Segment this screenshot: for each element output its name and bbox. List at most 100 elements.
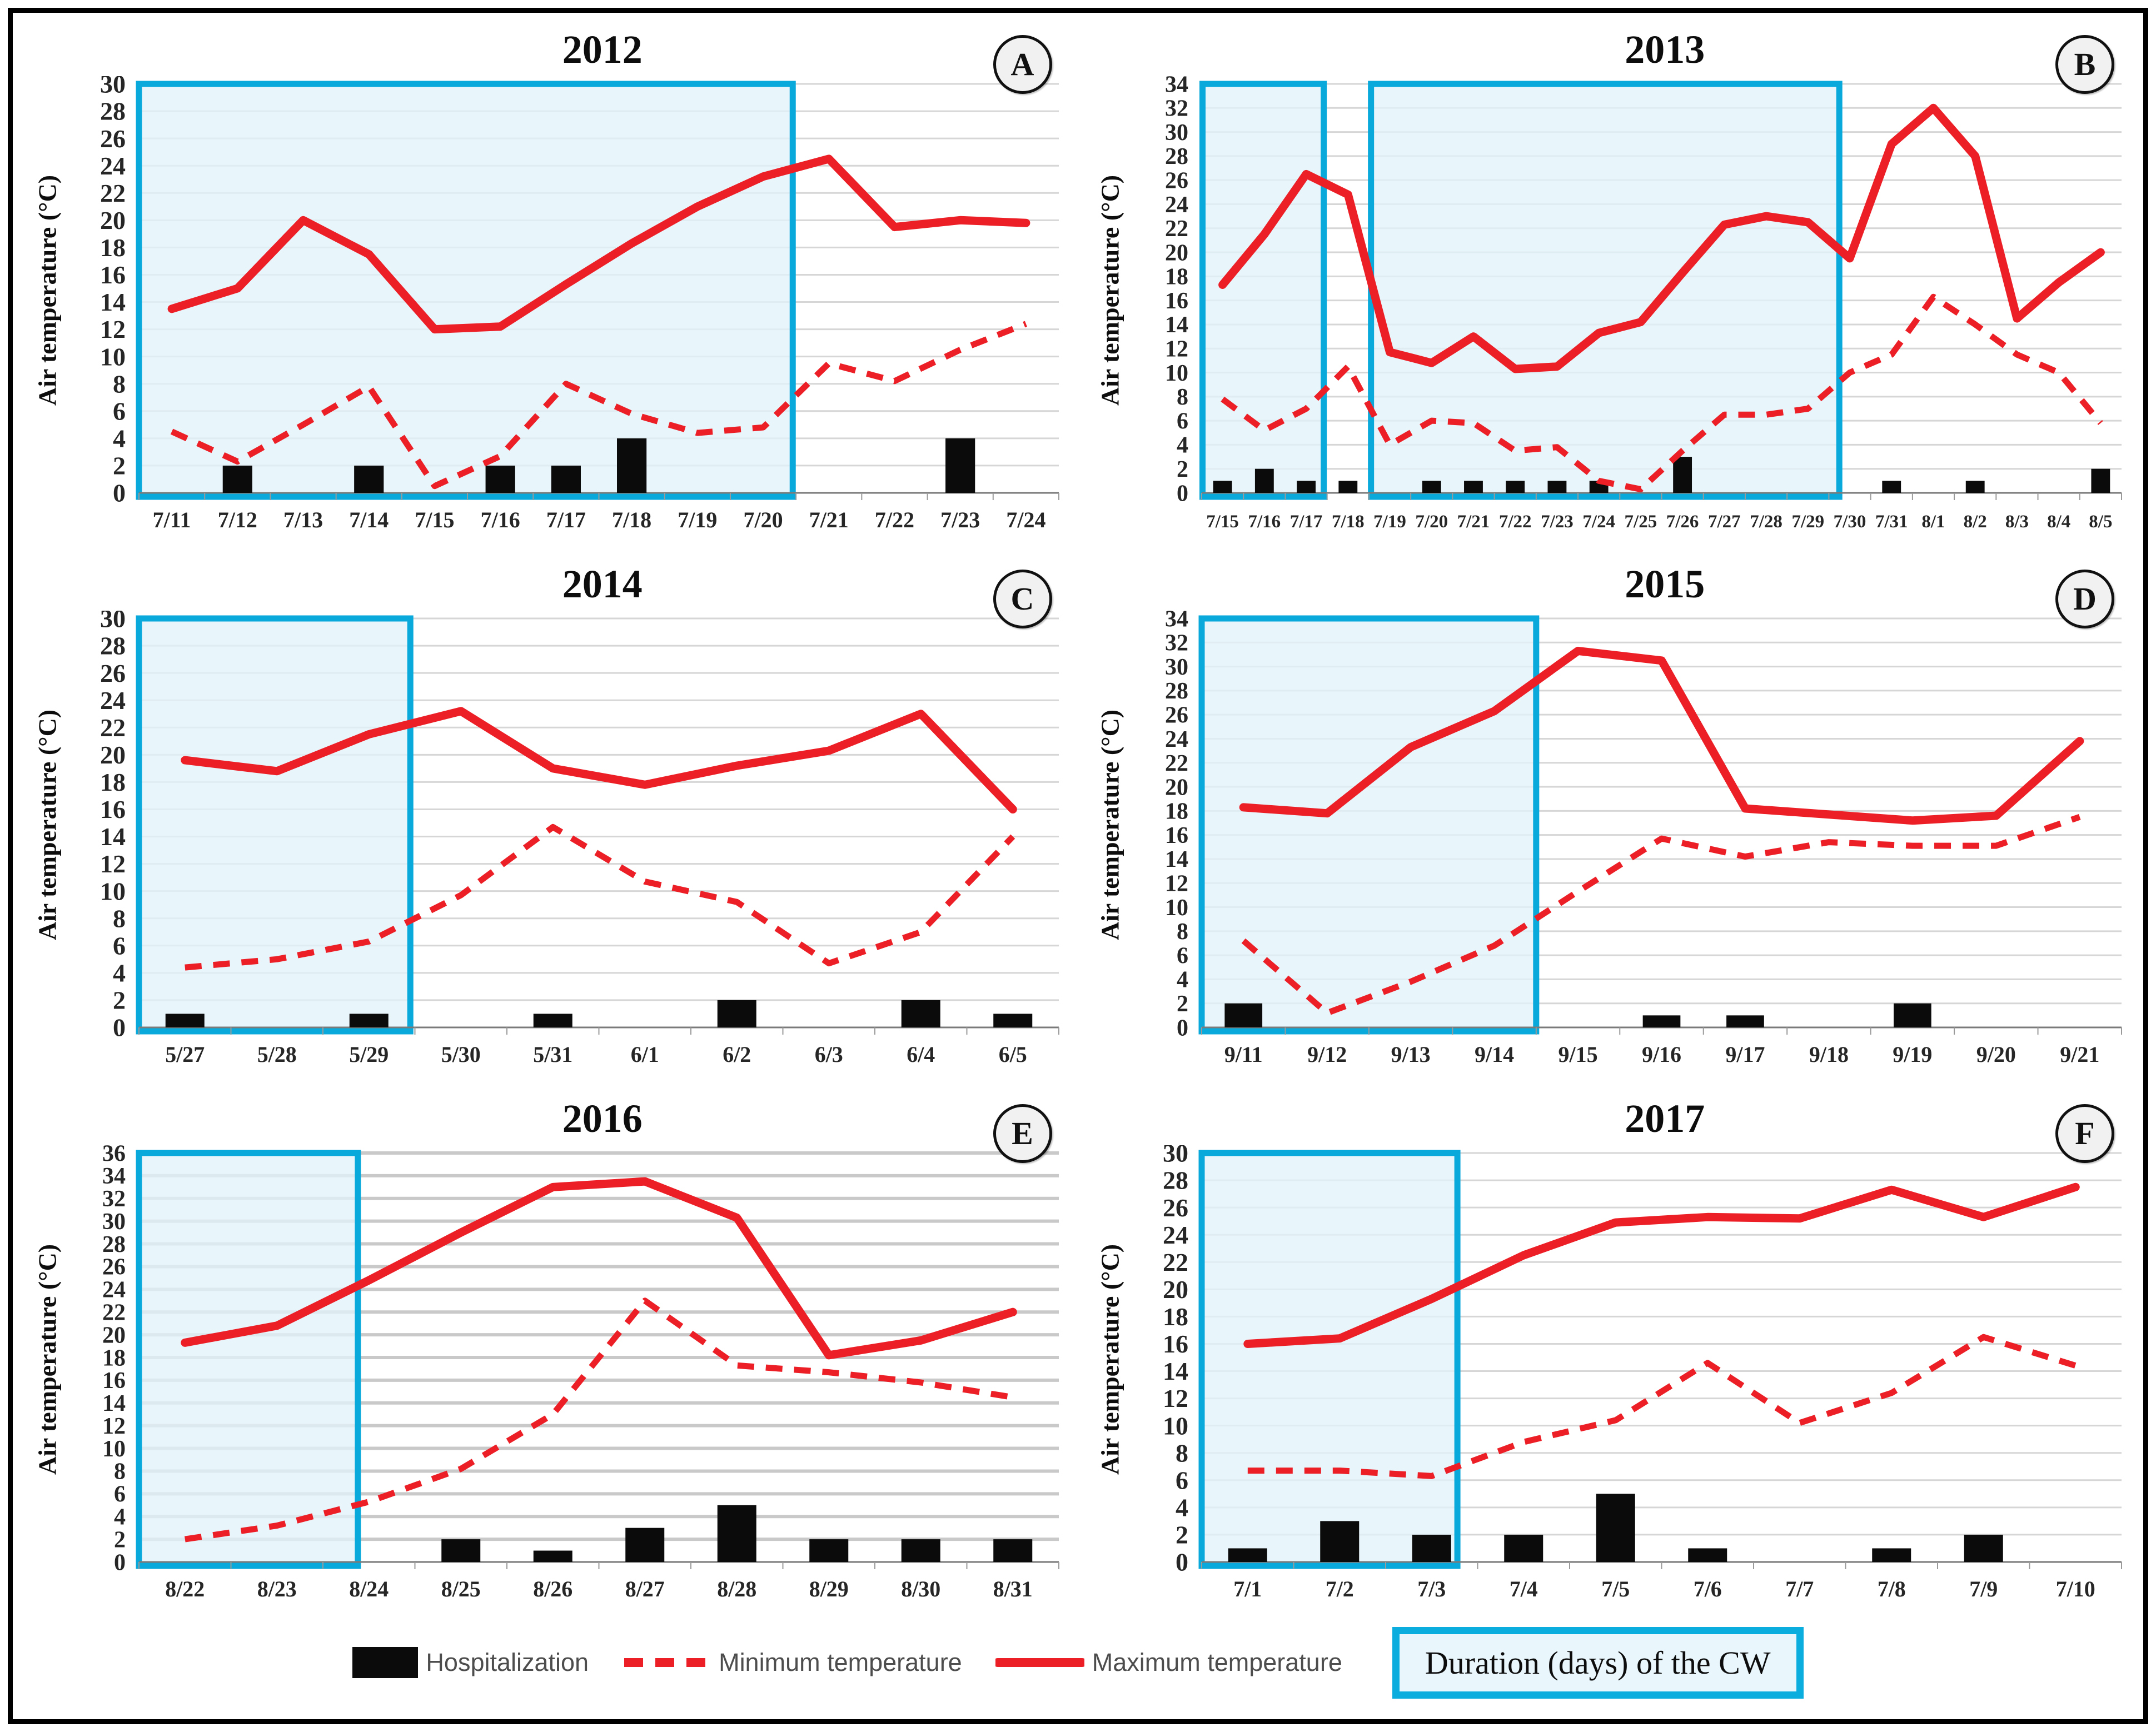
svg-text:32: 32 — [1165, 96, 1188, 122]
panel-title: 2016 — [562, 1096, 643, 1141]
svg-text:30: 30 — [1165, 655, 1188, 680]
svg-text:2: 2 — [1176, 1521, 1188, 1549]
svg-text:7/29: 7/29 — [1791, 512, 1824, 532]
svg-text:9/14: 9/14 — [1475, 1042, 1514, 1067]
panel-2012: 2012 A Air temperature (°C) 0 2 4 6 8 10 12 14 1… — [19, 23, 1074, 552]
svg-text:8/30: 8/30 — [901, 1576, 940, 1601]
svg-text:28: 28 — [100, 97, 126, 126]
svg-text:6/2: 6/2 — [723, 1042, 751, 1067]
svg-text:7/16: 7/16 — [1248, 512, 1281, 532]
svg-text:24: 24 — [1165, 192, 1188, 218]
svg-text:7/19: 7/19 — [678, 507, 717, 532]
svg-text:4: 4 — [1176, 1494, 1188, 1522]
svg-text:26: 26 — [1165, 168, 1188, 193]
panel-grid: 2012 A Air temperature (°C) 0 2 4 6 8 10 12 14 1… — [19, 23, 2137, 1621]
svg-text:28: 28 — [1165, 678, 1188, 704]
svg-text:7/17: 7/17 — [546, 507, 586, 532]
svg-text:5/28: 5/28 — [257, 1042, 297, 1067]
svg-text:10: 10 — [1165, 361, 1188, 386]
svg-text:28: 28 — [102, 1232, 126, 1257]
panel-letter-badge: B — [2055, 35, 2114, 94]
svg-text:0: 0 — [113, 1014, 126, 1042]
svg-text:10: 10 — [100, 342, 126, 371]
svg-text:8/24: 8/24 — [349, 1576, 389, 1601]
max-temp-solid-line-icon — [995, 1658, 1084, 1667]
svg-text:7/21: 7/21 — [809, 507, 849, 532]
svg-text:0: 0 — [113, 479, 126, 507]
svg-text:7/11: 7/11 — [153, 507, 191, 532]
svg-text:24: 24 — [100, 152, 126, 180]
panel-title: 2015 — [1625, 562, 1705, 606]
svg-text:12: 12 — [102, 1414, 126, 1439]
svg-text:8: 8 — [113, 904, 126, 932]
svg-text:2: 2 — [113, 986, 126, 1015]
legend-label: Hospitalization — [426, 1648, 589, 1676]
svg-text:2: 2 — [1177, 457, 1188, 482]
svg-text:22: 22 — [1165, 751, 1188, 776]
svg-text:6: 6 — [114, 1482, 126, 1508]
svg-text:7/3: 7/3 — [1417, 1576, 1446, 1601]
svg-text:14: 14 — [100, 288, 126, 316]
svg-text:7/28: 7/28 — [1750, 512, 1782, 532]
svg-text:0: 0 — [1177, 1015, 1188, 1041]
svg-text:16: 16 — [1165, 288, 1188, 314]
svg-text:24: 24 — [1165, 727, 1188, 752]
svg-text:7/19: 7/19 — [1373, 512, 1406, 532]
svg-text:10: 10 — [100, 877, 126, 905]
svg-text:5/27: 5/27 — [165, 1042, 205, 1067]
svg-text:14: 14 — [1165, 847, 1188, 872]
svg-text:12: 12 — [100, 850, 126, 878]
svg-text:8/27: 8/27 — [625, 1576, 665, 1601]
panel-2016: 2016 E Air temperature (°C) 0 2 4 6 8 10 12 14 1… — [19, 1092, 1074, 1621]
svg-text:4: 4 — [113, 425, 126, 453]
panel-2017: 2017 F Air temperature (°C) 0 2 4 6 8 10 12 14 1… — [1082, 1092, 2137, 1621]
svg-text:22: 22 — [102, 1300, 126, 1326]
svg-text:8/31: 8/31 — [993, 1576, 1033, 1601]
svg-text:18: 18 — [1163, 1302, 1188, 1331]
svg-text:18: 18 — [100, 768, 126, 796]
svg-text:14: 14 — [102, 1391, 126, 1416]
svg-text:6: 6 — [1177, 408, 1188, 434]
svg-text:14: 14 — [100, 822, 126, 851]
svg-text:8/26: 8/26 — [533, 1576, 572, 1601]
y-axis-label: Air temperature (°C) — [1096, 709, 1124, 941]
svg-text:32: 32 — [102, 1186, 126, 1212]
svg-text:0: 0 — [114, 1550, 126, 1575]
svg-text:18: 18 — [1165, 799, 1188, 825]
legend-item-hospitalization: Hospitalization — [352, 1647, 589, 1678]
svg-text:7/25: 7/25 — [1624, 512, 1657, 532]
svg-text:7/30: 7/30 — [1833, 512, 1866, 532]
svg-text:8/23: 8/23 — [257, 1576, 297, 1601]
y-axis-label: Air temperature (°C) — [33, 1244, 62, 1475]
svg-text:30: 30 — [1165, 120, 1188, 146]
svg-text:28: 28 — [100, 632, 126, 660]
svg-text:6: 6 — [1176, 1466, 1188, 1494]
svg-text:7/4: 7/4 — [1509, 1576, 1537, 1601]
svg-text:7/14: 7/14 — [349, 507, 389, 532]
svg-text:7/22: 7/22 — [875, 507, 914, 532]
svg-text:9/12: 9/12 — [1307, 1042, 1347, 1067]
svg-text:24: 24 — [100, 686, 126, 715]
svg-text:12: 12 — [1163, 1384, 1188, 1412]
svg-text:8: 8 — [1176, 1439, 1188, 1467]
svg-text:7/13: 7/13 — [283, 507, 323, 532]
svg-text:6/1: 6/1 — [631, 1042, 659, 1067]
svg-text:7/10: 7/10 — [2055, 1576, 2095, 1601]
svg-text:7/1: 7/1 — [1233, 1576, 1262, 1601]
panel-title: 2012 — [562, 27, 643, 72]
svg-text:9/17: 9/17 — [1725, 1042, 1765, 1067]
hospitalization-swatch-icon — [352, 1647, 419, 1678]
svg-text:4: 4 — [113, 959, 126, 987]
svg-text:9/18: 9/18 — [1809, 1042, 1848, 1067]
svg-text:16: 16 — [100, 795, 126, 823]
svg-text:7/7: 7/7 — [1785, 1576, 1814, 1601]
panel-title: 2013 — [1625, 27, 1705, 72]
svg-text:7/8: 7/8 — [1877, 1576, 1905, 1601]
svg-text:7/18: 7/18 — [612, 507, 651, 532]
svg-text:8/22: 8/22 — [165, 1576, 205, 1601]
y-axis-label: Air temperature (°C) — [1096, 1244, 1124, 1475]
